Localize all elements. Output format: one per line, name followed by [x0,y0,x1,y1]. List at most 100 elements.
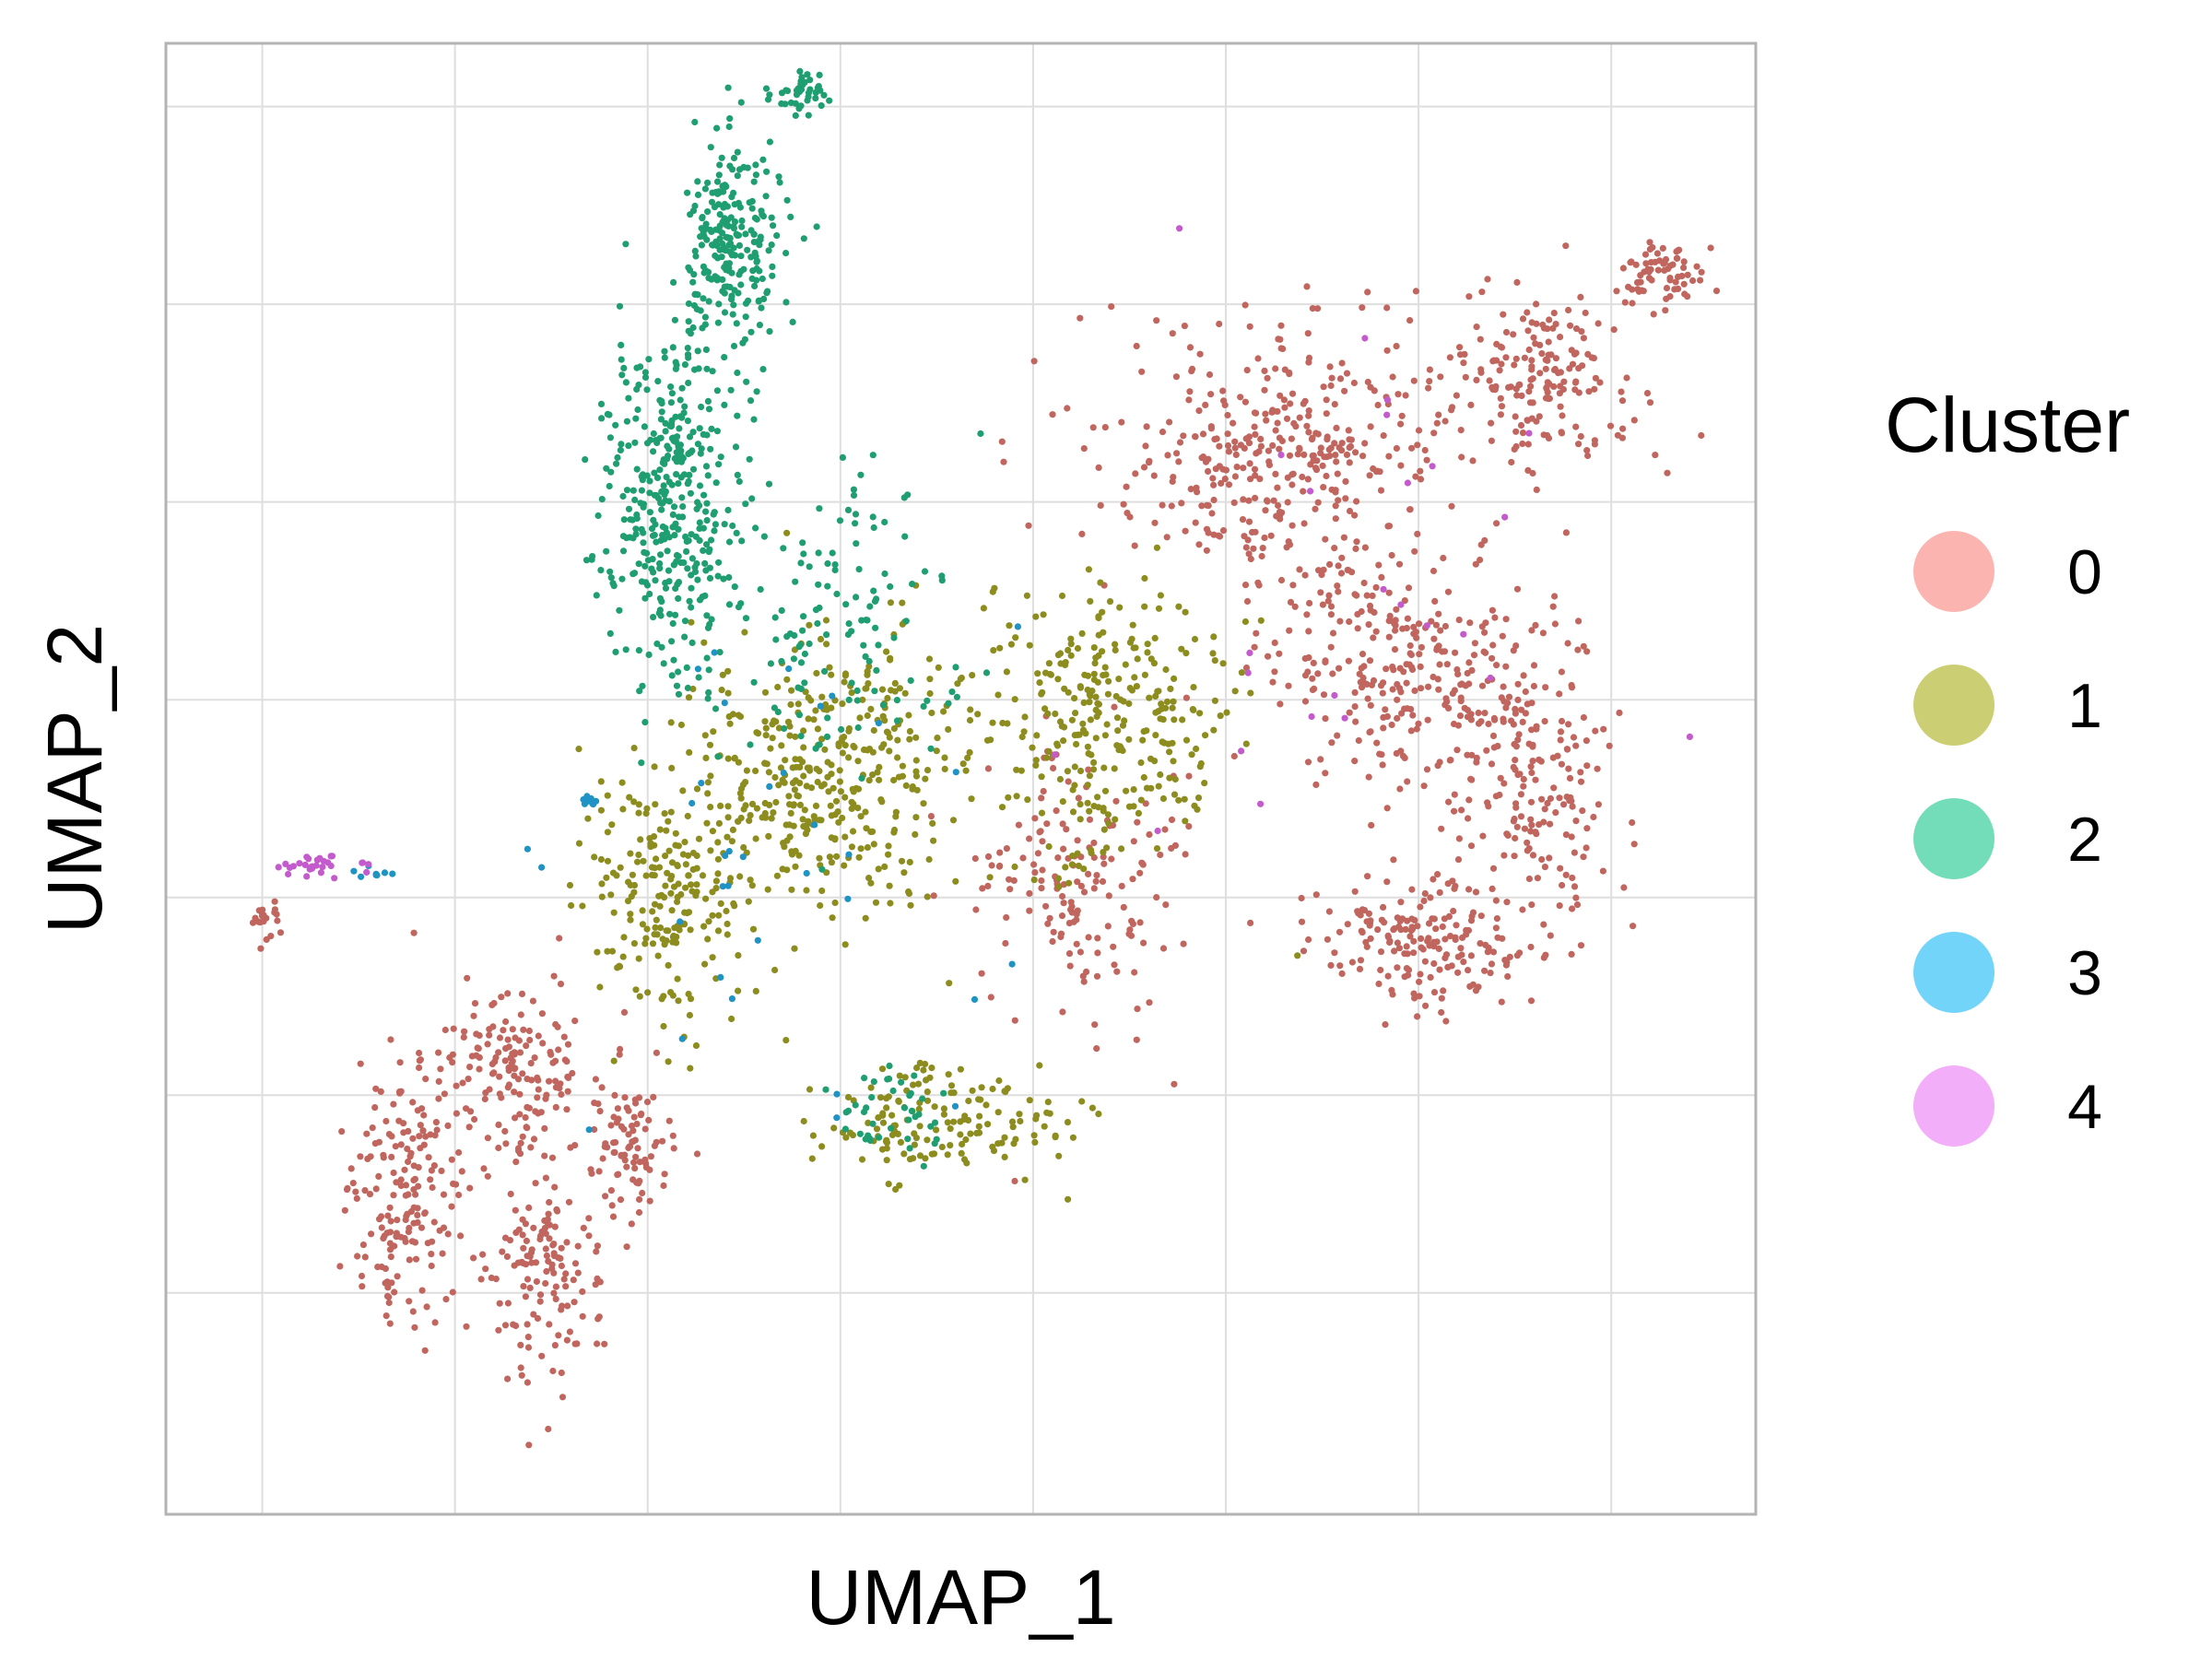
scatter-point-cluster-1 [705,918,712,925]
scatter-point-cluster-2 [685,354,692,361]
scatter-point-cluster-2 [845,620,853,628]
scatter-point-cluster-1 [906,727,914,735]
scatter-point-cluster-0 [1394,391,1402,398]
scatter-point-cluster-0 [532,1180,539,1187]
scatter-point-cluster-2 [696,425,703,432]
scatter-point-cluster-0 [1274,484,1281,491]
scatter-point-cluster-0 [1039,866,1046,874]
scatter-point-cluster-0 [1186,344,1194,351]
scatter-point-cluster-2 [606,629,614,638]
scatter-point-cluster-1 [627,911,634,918]
scatter-point-cluster-0 [1412,473,1419,480]
scatter-point-cluster-0 [1340,534,1347,541]
scatter-point-cluster-0 [1003,913,1010,922]
scatter-point-cluster-0 [1162,901,1170,909]
scatter-point-cluster-0 [1286,369,1293,376]
scatter-point-cluster-1 [912,734,920,741]
scatter-point-cluster-0 [1247,476,1254,483]
scatter-point-cluster-0 [1187,486,1194,493]
scatter-point-cluster-1 [925,855,933,864]
scatter-point-cluster-0 [1265,447,1272,454]
scatter-point-cluster-2 [623,418,631,425]
scatter-point-cluster-2 [747,328,755,335]
scatter-point-cluster-0 [544,1218,551,1227]
scatter-point-cluster-0 [1237,441,1244,449]
scatter-point-cluster-0 [1317,756,1324,763]
scatter-point-cluster-1 [792,863,799,870]
scatter-point-cluster-1 [998,804,1006,811]
scatter-point-cluster-1 [1023,592,1030,599]
scatter-point-cluster-1 [887,900,894,907]
scatter-point-cluster-0 [404,1145,411,1153]
scatter-point-cluster-1 [841,794,849,801]
scatter-point-cluster-0 [1513,823,1521,830]
scatter-point-cluster-0 [1410,937,1418,945]
scatter-point-cluster-0 [1408,444,1416,452]
scatter-point-cluster-0 [1059,820,1066,828]
scatter-point-cluster-4 [331,875,338,882]
scatter-point-cluster-0 [1571,849,1578,856]
scatter-point-cluster-0 [1472,888,1480,896]
scatter-point-cluster-0 [635,1208,643,1217]
scatter-point-cluster-0 [1472,560,1479,568]
scatter-point-cluster-4 [327,862,335,870]
scatter-point-cluster-2 [893,717,901,724]
scatter-point-cluster-0 [1532,776,1539,783]
scatter-point-cluster-0 [1257,435,1265,442]
scatter-point-cluster-2 [594,512,602,520]
scatter-point-cluster-0 [1346,459,1353,466]
scatter-point-cluster-0 [1637,272,1644,279]
scatter-point-cluster-2 [752,161,759,169]
scatter-point-cluster-1 [1153,544,1160,551]
scatter-point-cluster-0 [1464,706,1472,714]
scatter-point-cluster-0 [484,1041,491,1048]
scatter-point-cluster-2 [889,1087,897,1095]
scatter-point-cluster-0 [998,438,1006,445]
scatter-point-cluster-1 [828,859,836,866]
scatter-point-cluster-2 [651,491,659,499]
scatter-point-cluster-0 [1470,652,1478,659]
scatter-point-cluster-0 [1562,831,1570,839]
scatter-point-cluster-1 [642,872,650,879]
scatter-point-cluster-1 [1155,605,1163,612]
scatter-point-cluster-4 [313,856,321,864]
scatter-point-cluster-0 [421,1347,429,1354]
scatter-point-cluster-2 [719,240,726,247]
scatter-point-cluster-2 [776,179,783,186]
scatter-point-cluster-0 [1596,379,1604,386]
scatter-point-cluster-2 [618,371,626,379]
scatter-point-cluster-0 [604,1144,611,1151]
scatter-point-cluster-0 [431,1132,439,1139]
scatter-point-cluster-1 [1078,1098,1086,1105]
scatter-point-cluster-0 [1331,949,1338,957]
scatter-point-cluster-1 [944,1119,951,1126]
scatter-point-cluster-2 [927,745,935,752]
scatter-point-cluster-2 [709,368,716,375]
scatter-point-cluster-0 [1320,691,1328,699]
scatter-point-cluster-2 [759,366,767,373]
scatter-point-cluster-0 [1210,496,1218,504]
scatter-point-cluster-0 [488,1274,495,1282]
scatter-point-cluster-1 [752,767,759,775]
scatter-point-cluster-2 [625,505,633,512]
scatter-point-cluster-1 [957,1065,964,1073]
scatter-point-cluster-0 [1300,451,1308,458]
scatter-point-cluster-0 [260,918,267,925]
scatter-point-cluster-0 [1533,486,1540,494]
scatter-point-cluster-0 [1300,488,1307,495]
scatter-point-cluster-0 [1475,983,1482,991]
scatter-point-cluster-1 [671,924,678,932]
scatter-point-cluster-3 [350,867,358,875]
scatter-point-cluster-0 [480,1165,488,1172]
scatter-point-cluster-0 [1159,945,1168,952]
scatter-point-cluster-1 [841,734,848,741]
scatter-point-cluster-1 [1052,1134,1059,1141]
scatter-point-cluster-0 [1676,246,1683,253]
scatter-point-cluster-0 [357,1153,364,1160]
scatter-point-cluster-3 [785,665,793,673]
scatter-point-cluster-1 [825,788,832,795]
scatter-point-cluster-2 [726,248,734,255]
scatter-point-cluster-0 [1594,320,1602,327]
scatter-point-cluster-0 [532,1108,539,1115]
scatter-point-cluster-2 [844,506,853,514]
